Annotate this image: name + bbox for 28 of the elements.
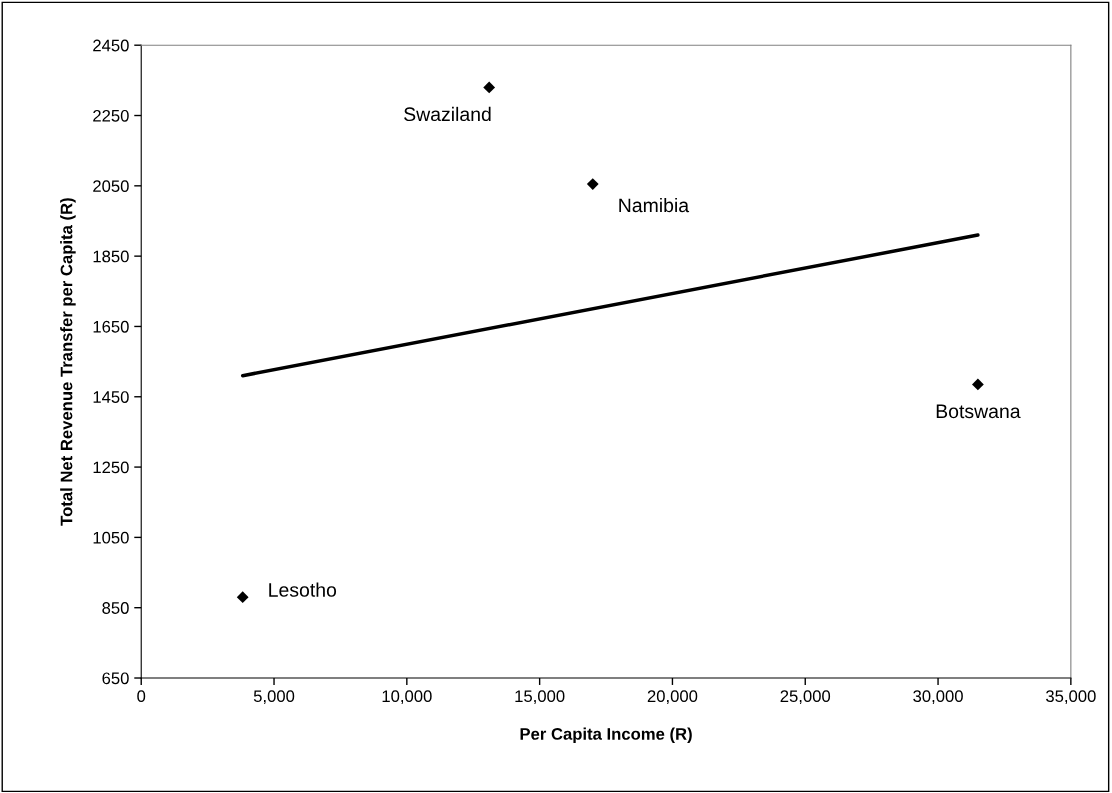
point <box>236 591 249 604</box>
x-tick-label: 5,000 <box>253 690 295 705</box>
y-tick-label: 1850 <box>93 250 129 263</box>
y-tick-label: 650 <box>102 672 129 685</box>
x-tick-label: 25,000 <box>780 690 831 705</box>
annotation: Botswana <box>936 404 1021 419</box>
x-tick-label: 30,000 <box>913 690 963 705</box>
x-tick-label: 35,000 <box>1046 690 1096 705</box>
x-tick-label: 20,000 <box>647 690 698 705</box>
point <box>483 81 496 94</box>
y-tick-label: 1650 <box>93 320 129 333</box>
point <box>586 178 599 190</box>
y-tick-label: 2250 <box>93 109 129 122</box>
y-tick-label: 2050 <box>93 180 129 193</box>
y-tick-label: 1050 <box>93 531 129 544</box>
x-axis-title: Per Capita Income (R) <box>520 727 692 744</box>
x-tick-label: 0 <box>137 690 146 703</box>
x-tick-label: 10,000 <box>382 690 432 705</box>
y-tick-label: 1250 <box>93 461 129 474</box>
annotation: Lesotho <box>269 582 337 597</box>
x-tick-label: 15,000 <box>515 690 565 705</box>
annotation: Namibia <box>619 197 690 213</box>
point <box>972 378 984 391</box>
y-axis-title: Total Net Revenue Transfer per Capita (R) <box>60 198 76 526</box>
y-tick-label: 1450 <box>93 391 129 403</box>
y-tick-label: 2450 <box>93 39 129 52</box>
y-tick-label: 850 <box>102 602 129 614</box>
annotation: Swaziland <box>404 106 491 122</box>
